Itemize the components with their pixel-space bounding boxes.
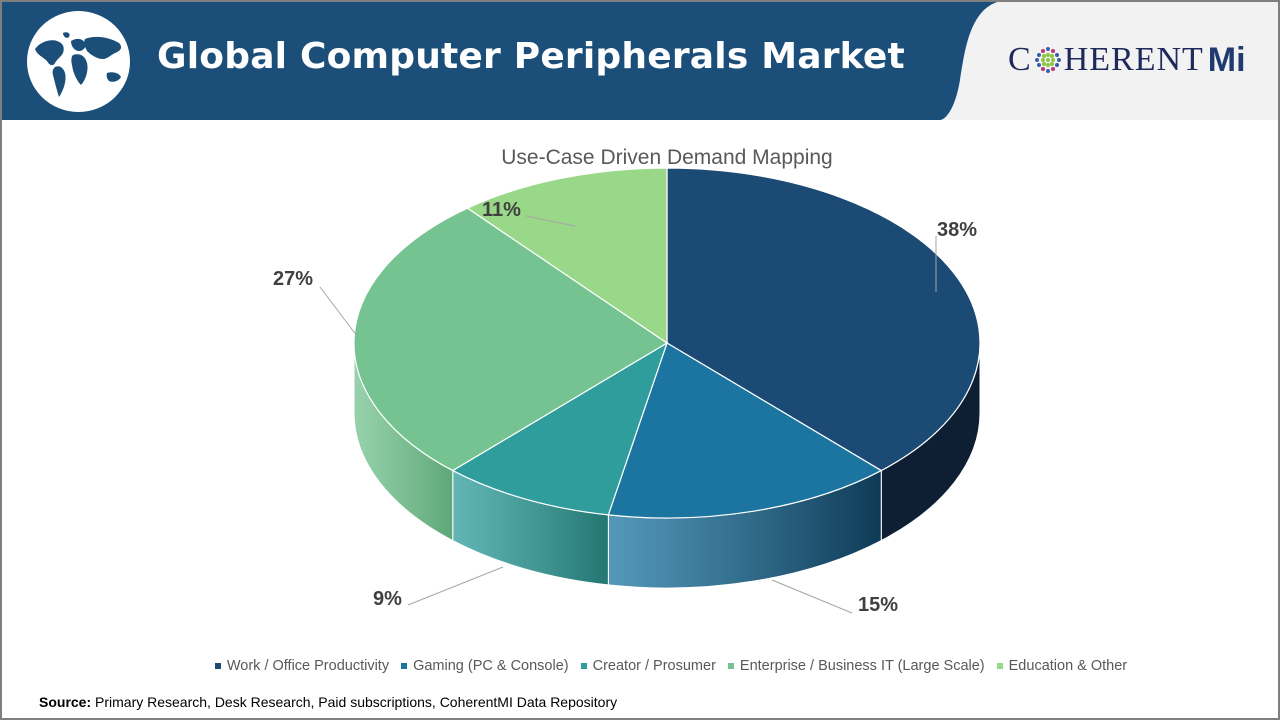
- pie-slice-5: [466, 167, 668, 345]
- data-label: 15%: [858, 594, 899, 616]
- globe-icon: [27, 11, 130, 112]
- pie-slice-3: [451, 341, 669, 516]
- data-label: 27%: [273, 268, 314, 290]
- chart-title: Use-Case Driven Demand Mapping: [501, 146, 833, 169]
- coherentmi-logo: C HERENT Mi: [1008, 40, 1246, 80]
- legend-item: Creator / Prosumer: [580, 658, 716, 674]
- page-title: Global Computer Peripherals Market: [157, 36, 905, 77]
- data-label: 9%: [373, 588, 402, 610]
- leader-line: [319, 286, 358, 337]
- legend-item: Education & Other: [996, 658, 1128, 674]
- pie-slice-1: [666, 167, 981, 472]
- data-label: 11%: [482, 199, 521, 221]
- header-banner: Global Computer Peripherals Market C HER…: [0, 0, 1280, 120]
- data-label: 38%: [937, 219, 978, 241]
- source-label: Source:: [39, 694, 92, 710]
- legend-swatch: [727, 663, 734, 669]
- pie-slice-4: [353, 207, 669, 472]
- leader-line: [771, 579, 853, 614]
- leader-line: [407, 566, 504, 606]
- legend-swatch: [996, 663, 1003, 669]
- logo-text-mi: Mi: [1207, 41, 1246, 79]
- legend-item: Work / Office Productivity: [214, 658, 390, 674]
- legend-item: Enterprise / Business IT (Large Scale): [727, 658, 985, 674]
- legend-swatch: [580, 663, 587, 669]
- source-text: Primary Research, Desk Research, Paid su…: [95, 694, 618, 710]
- legend-label: Work / Office Productivity: [226, 658, 390, 674]
- pie-slice-2: [607, 342, 883, 519]
- legend-item: Gaming (PC & Console): [401, 658, 569, 674]
- legend-label: Education & Other: [1008, 658, 1128, 674]
- legend-swatch: [214, 663, 221, 669]
- logo-panel-background: [940, 0, 1280, 120]
- legend-label: Enterprise / Business IT (Large Scale): [739, 658, 985, 674]
- legend-label: Creator / Prosumer: [592, 658, 716, 674]
- legend-swatch: [401, 663, 408, 669]
- chart-legend: Work / Office Productivity Gaming (PC & C…: [0, 658, 1280, 674]
- logo-text-c: C: [1008, 41, 1032, 78]
- leader-line: [525, 215, 576, 227]
- source-note: Source: Primary Research, Desk Research,…: [39, 694, 617, 710]
- logo-text-herent: HERENT: [1063, 41, 1204, 78]
- legend-label: Gaming (PC & Console): [413, 658, 569, 674]
- logo-dots-icon: [1034, 47, 1061, 73]
